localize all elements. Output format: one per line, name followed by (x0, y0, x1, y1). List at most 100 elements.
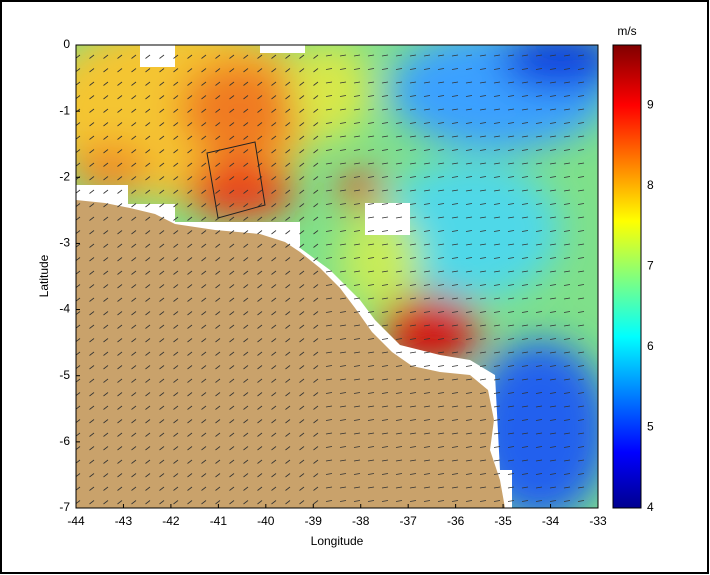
arrow (117, 446, 123, 451)
arrow (367, 149, 375, 151)
arrow (451, 486, 459, 489)
arrow (507, 419, 515, 421)
arrow (423, 365, 431, 367)
arrow (423, 81, 431, 84)
arrow (563, 68, 571, 70)
arrow (423, 162, 431, 165)
arrow (521, 365, 529, 367)
arrow (173, 284, 179, 289)
y-tick-label: -5 (59, 368, 70, 382)
arrow (325, 446, 333, 448)
arrow (339, 122, 347, 124)
arrow (89, 176, 95, 181)
arrow (479, 203, 487, 205)
arrow (521, 54, 529, 57)
arrow (145, 216, 151, 221)
arrow (159, 243, 165, 248)
arrow (535, 365, 543, 367)
arrow (159, 257, 165, 262)
arrow (535, 351, 543, 354)
arrow (243, 95, 249, 100)
arrow (131, 311, 137, 316)
arrow (117, 473, 123, 478)
arrow (257, 351, 263, 356)
arrow (243, 176, 249, 181)
arrow (313, 162, 319, 167)
arrow (493, 122, 501, 124)
arrow (299, 176, 305, 181)
arrow (451, 162, 459, 165)
arrow (173, 189, 179, 194)
arrow (451, 500, 459, 502)
arrow (535, 216, 543, 219)
arrow (549, 81, 557, 84)
arrow (381, 257, 389, 259)
arrow (229, 54, 235, 59)
arrow (201, 270, 207, 275)
arrow (479, 270, 487, 273)
arrow (159, 459, 165, 464)
arrow (451, 351, 459, 354)
arrow (271, 189, 277, 194)
arrow (577, 162, 585, 165)
arrow (353, 81, 361, 84)
x-tick-label: -35 (494, 514, 512, 528)
arrow (299, 108, 305, 113)
arrow (535, 176, 543, 178)
arrow (381, 486, 389, 489)
arrow (299, 216, 305, 221)
arrow (479, 311, 487, 313)
arrow (409, 68, 417, 70)
arrow (465, 257, 473, 259)
arrow (257, 189, 263, 194)
arrow (451, 95, 459, 97)
arrow (117, 176, 123, 181)
arrow (173, 54, 179, 59)
arrow (395, 351, 403, 354)
arrow (285, 162, 291, 167)
arrow (339, 311, 347, 313)
arrow (103, 378, 109, 383)
arrow (271, 486, 277, 491)
arrow (313, 203, 319, 208)
arrow (159, 338, 165, 343)
arrow (325, 419, 333, 421)
arrow (131, 270, 137, 275)
arrow (187, 176, 193, 181)
arrow (451, 203, 459, 205)
arrow (395, 257, 403, 259)
arrow (243, 500, 249, 505)
arrow (535, 473, 543, 475)
arrow (325, 216, 333, 219)
arrow (409, 432, 417, 435)
arrow (409, 189, 417, 192)
arrow (243, 203, 249, 208)
arrow (437, 419, 445, 421)
arrow (465, 405, 473, 408)
arrow (535, 338, 543, 340)
arrow (381, 446, 389, 448)
arrow (381, 243, 389, 246)
arrow (507, 108, 515, 111)
arrow (479, 216, 487, 219)
arrow (285, 324, 291, 329)
arrow (257, 405, 263, 410)
arrow (299, 338, 305, 343)
arrow (353, 230, 361, 232)
arrow (131, 81, 137, 86)
arrow (285, 135, 291, 140)
arrow (409, 203, 417, 205)
arrow (367, 378, 375, 381)
arrow (257, 338, 263, 343)
arrow (201, 95, 207, 100)
arrow (367, 230, 375, 232)
arrow (507, 149, 515, 151)
arrow (465, 351, 473, 354)
arrow (229, 351, 235, 356)
arrow (229, 270, 235, 275)
arrow (577, 365, 585, 367)
arrow (243, 473, 249, 478)
arrow (187, 365, 193, 370)
colorbar-tick-label: 6 (647, 339, 654, 353)
arrow (409, 216, 417, 219)
